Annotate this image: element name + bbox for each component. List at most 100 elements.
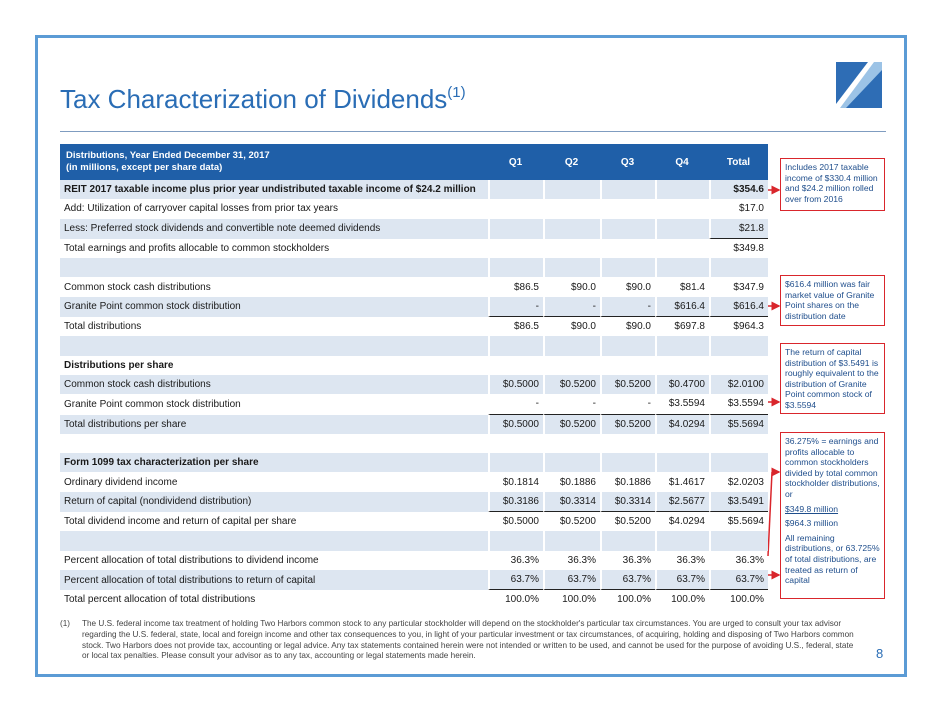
cell: $0.1814 [488,472,543,492]
row-label: Total earnings and profits allocable to … [64,243,330,255]
cell [600,180,655,200]
cell [543,180,600,200]
table-row: Add: Utilization of carryover capital lo… [60,199,768,219]
cell: $5.5694 [709,414,768,434]
annotation-note: All remaining distributions, or 63.725% … [785,532,880,586]
cell: $0.1886 [600,472,655,492]
header-subtitle: (in millions, except per share data) [66,162,223,173]
cell [543,531,600,551]
cell [709,433,768,454]
cell: 36.3% [488,550,543,570]
cell [655,218,709,239]
table-row: Ordinary dividend income $0.1814 $0.1886 $0… [60,472,768,492]
cell [543,238,600,259]
table-row: Granite Point common stock distribution -… [60,296,768,318]
cell [600,531,655,551]
annotation-text: The return of capital distribution of $3… [785,347,879,410]
cell [709,355,768,375]
cell: 100.0% [600,590,655,610]
cell [709,258,768,278]
cell [600,453,655,473]
cell [488,531,543,551]
row-label: Granite Point common stock distribution [60,296,488,318]
cell: $3.5491 [709,491,768,513]
cell: $1.4617 [655,472,709,492]
cell [655,531,709,551]
annotation: $616.4 million was fair market value of … [780,275,885,326]
cell: $4.0294 [655,512,709,532]
cell: $0.5000 [488,512,543,532]
cell [543,336,600,356]
arrows [767,185,781,580]
column-header: Q3 [600,144,655,180]
cell: 36.3% [543,550,600,570]
cell: $86.5 [488,317,543,337]
cell: - [488,296,543,318]
cell: $81.4 [655,277,709,297]
cell [600,355,655,375]
cell [488,258,543,278]
row-label: Return of capital (nondividend distribut… [60,491,488,513]
row-label: Ordinary dividend income [64,476,178,488]
header-label: Distributions, Year Ended December 31, 2… [60,144,488,180]
cell [655,453,709,473]
cell: $90.0 [543,277,600,297]
cell [488,433,543,454]
cell: 36.3% [709,550,768,570]
cell: 100.0% [543,590,600,610]
cell [655,336,709,356]
cell [655,433,709,454]
table-row: Common stock cash distributions $0.5000 $0… [60,374,768,395]
cell [709,336,768,356]
annotation-denominator: $964.3 million [785,518,839,529]
row-label: Total distributions [64,321,142,333]
table-row: Less: Preferred stock dividends and conv… [60,218,768,239]
annotation: Includes 2017 taxable income of $330.4 m… [780,158,885,211]
row-label [60,336,488,356]
page-number: 8 [876,646,884,661]
cell [655,258,709,278]
row-label: Total dividend income and return of capi… [64,516,297,528]
cell: $3.5594 [655,394,709,415]
blank-row [60,531,768,551]
row-label [60,531,488,551]
row-label [60,258,488,278]
cell: - [600,394,655,415]
cell: $0.5200 [600,374,655,395]
cell: 100.0% [709,590,768,610]
row-label: REIT 2017 taxable income plus prior year… [60,180,488,200]
cell [655,199,709,219]
row-label: Total distributions per share [60,414,488,434]
row-label: Percent allocation of total distribution… [60,569,488,591]
cell: - [488,394,543,415]
cell: 36.3% [655,550,709,570]
cell: $0.5000 [488,414,543,434]
row-label: Granite Point common stock distribution [64,398,241,410]
cell [655,180,709,200]
cell: $616.4 [709,296,768,318]
cell: $4.0294 [655,414,709,434]
cell: 63.7% [488,569,543,591]
cell: $86.5 [488,277,543,297]
row-label: Total percent allocation of total distri… [64,594,256,606]
cell: $0.3186 [488,491,543,513]
cell: $17.0 [709,199,768,219]
cell [488,218,543,239]
table-row: Total earnings and profits allocable to … [60,238,768,259]
logo [836,62,882,108]
cell: $3.5594 [709,394,768,415]
footnote-marker: (1) [60,619,71,628]
cell: 100.0% [488,590,543,610]
footnote-text: The U.S. federal income tax treatment of… [82,619,854,661]
cell: $2.5677 [655,491,709,513]
table-row: Total dividend income and return of capi… [60,512,768,532]
table-row: Percent allocation of total distribution… [60,569,768,591]
annotation-text: 36.275% = earnings and profits allocable… [785,436,880,499]
cell [488,180,543,200]
cell: $2.0100 [709,374,768,395]
annotation: The return of capital distribution of $3… [780,343,885,414]
cell: - [543,296,600,318]
cell: $0.4700 [655,374,709,395]
cell: 63.7% [600,569,655,591]
